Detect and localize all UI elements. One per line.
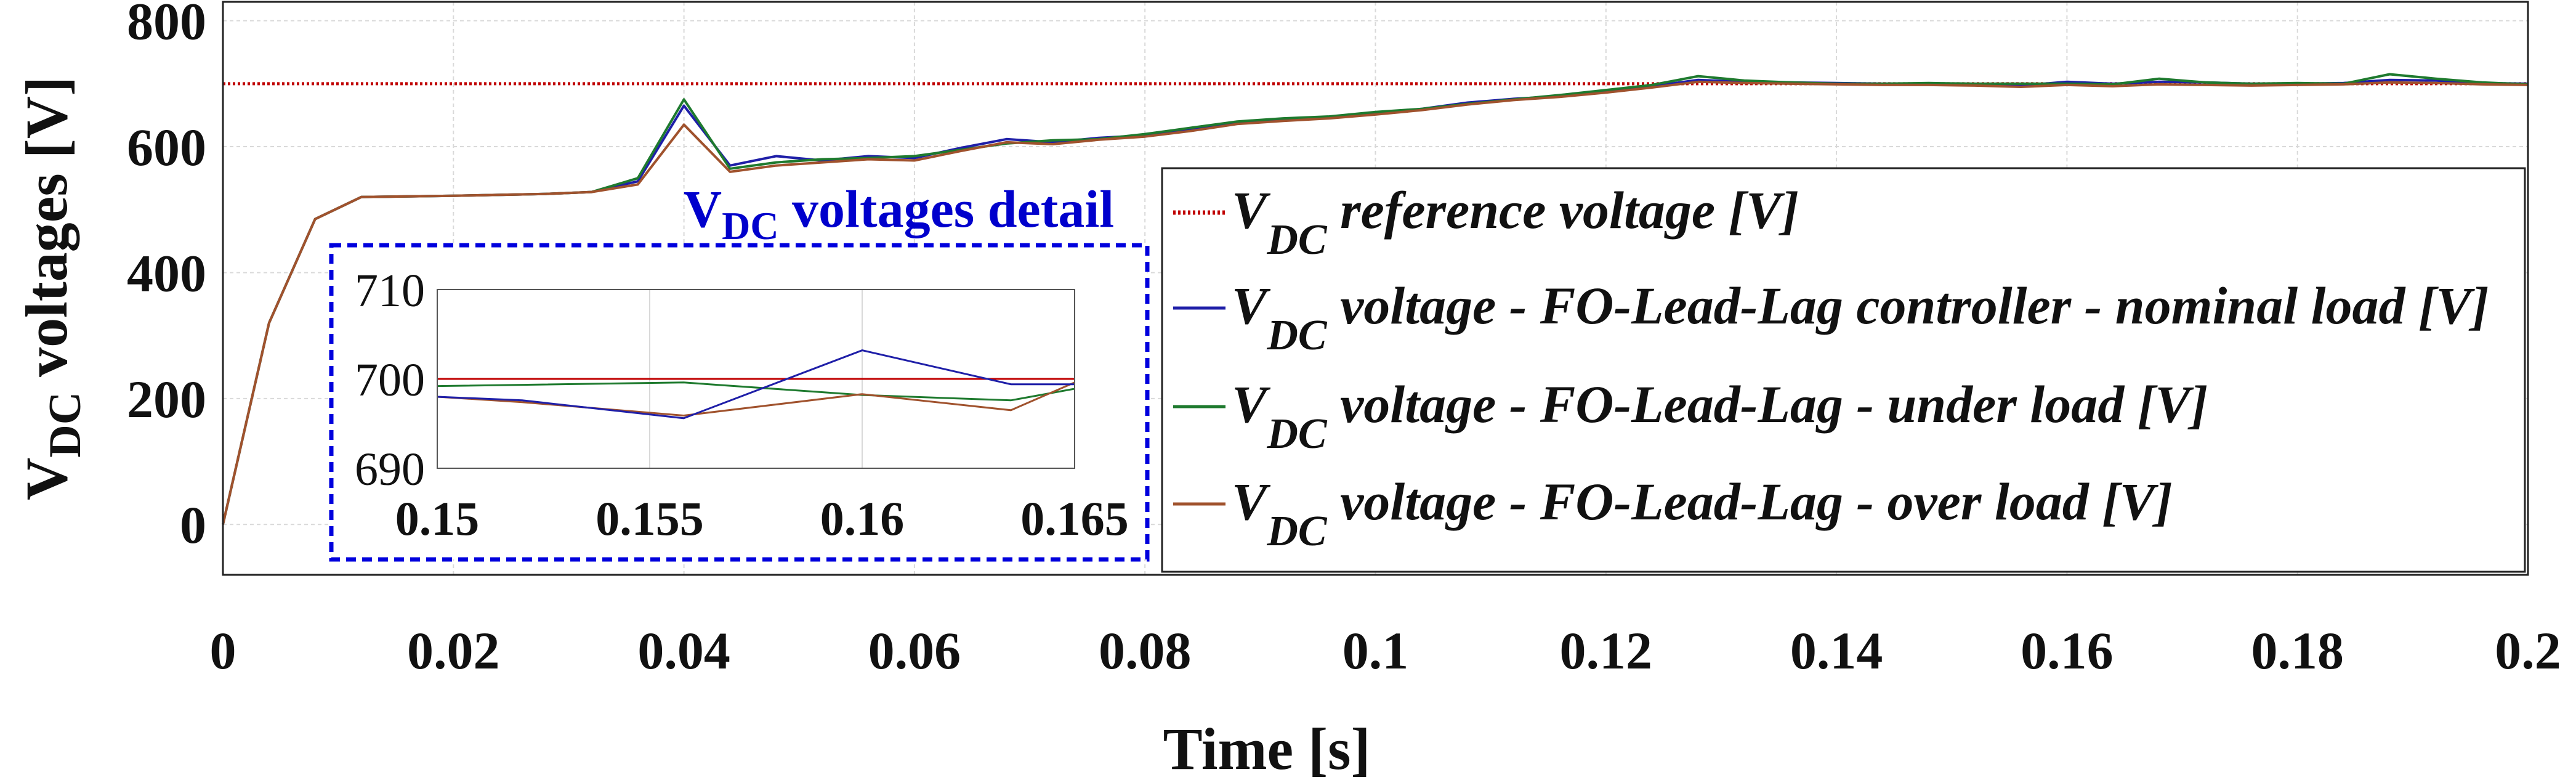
x-tick-label: 0.08 — [1099, 621, 1192, 680]
y-tick-label: 200 — [127, 370, 206, 429]
main-tick-labels: 0 0.02 0.04 0.06 0.08 0.1 0.12 0.14 0.16 0.18 0.2 0… — [127, 0, 2561, 680]
legend-entry-text: voltage - FO-Lead-Lag - under load [V] — [1327, 375, 2208, 434]
x-tick-label: 0.2 — [2495, 621, 2561, 680]
x-tick-label: 0 — [210, 621, 236, 680]
legend-entry-sub: DC — [1266, 312, 1328, 359]
x-tick-label: 0.16 — [2021, 621, 2114, 680]
y-tick-label: 600 — [127, 118, 206, 177]
y-tick-label: 0 — [180, 495, 206, 555]
inset-tick-labels: 0.15 0.155 0.16 0.165 690 700 710 — [355, 265, 1129, 545]
inset-x-tick-label: 0.16 — [820, 492, 905, 545]
main-plot-frame — [222, 1, 2529, 576]
y-axis-label: VDC voltages [V] — [14, 76, 91, 500]
inset-series-group — [437, 349, 1075, 420]
legend-entry-sub: DC — [1266, 508, 1328, 555]
x-tick-label: 0.06 — [868, 621, 961, 680]
legend-box — [1161, 167, 2526, 573]
x-axis-label: Time [s] — [1163, 716, 1371, 780]
inset-y-tick-label: 690 — [355, 444, 425, 495]
inset-title-sub: DC — [722, 204, 778, 248]
y-axis-label-main: V — [14, 458, 79, 500]
inset-title: VDC voltages detail — [684, 179, 1114, 248]
x-tick-label: 0.18 — [2251, 621, 2344, 680]
legend-entry-nominal: VDC voltage - FO-Lead-Lag controller - n… — [1232, 276, 2489, 359]
legend-entry-sub: DC — [1266, 216, 1328, 264]
legend: VDC reference voltage [V]VDC voltage - F… — [1173, 181, 2489, 555]
y-tick-label: 400 — [127, 243, 206, 303]
inset-y-tick-label: 700 — [355, 354, 425, 406]
legend-entry-symbol: V — [1232, 181, 1271, 240]
inset-x-tick-label: 0.165 — [1020, 492, 1129, 545]
inset-x-tick-label: 0.15 — [395, 492, 480, 545]
inset-series-line-nominal — [437, 349, 1075, 420]
legend-entry-under: VDC voltage - FO-Lead-Lag - under load [… — [1232, 375, 2208, 458]
inset-y-tick-label: 710 — [355, 265, 425, 317]
legend-entry-over: VDC voltage - FO-Lead-Lag - over load [V… — [1232, 472, 2173, 555]
x-tick-label: 0.14 — [1790, 621, 1883, 680]
series-line-over — [222, 80, 2529, 525]
series-line-under — [222, 73, 2529, 525]
inset-frame — [329, 243, 1150, 562]
inset-x-tick-label: 0.155 — [596, 492, 704, 545]
inset-plot-frame — [437, 289, 1075, 469]
legend-entry-symbol: V — [1232, 276, 1271, 335]
legend-entry-text: voltage - FO-Lead-Lag - over load [V] — [1327, 472, 2173, 531]
inset-title-rest: voltages detail — [779, 179, 1115, 238]
y-axis-label-sub: DC — [40, 392, 91, 458]
legend-entry-text: reference voltage [V] — [1327, 181, 1799, 240]
legend-entry-symbol: V — [1232, 472, 1271, 531]
inset-title-main: V — [684, 179, 722, 238]
y-axis-label-rest: voltages [V] — [14, 76, 79, 392]
legend-entry-text: voltage - FO-Lead-Lag controller - nomin… — [1327, 276, 2489, 335]
legend-entry-symbol: V — [1232, 375, 1271, 434]
x-tick-label: 0.12 — [1560, 621, 1653, 680]
legend-entry-reference: VDC reference voltage [V] — [1232, 181, 1799, 264]
x-tick-label: 0.04 — [637, 621, 730, 680]
x-tick-label: 0.1 — [1343, 621, 1409, 680]
y-tick-label: 800 — [127, 0, 206, 51]
x-tick-label: 0.02 — [407, 621, 500, 680]
main-series-group — [222, 73, 2529, 525]
inset-series-line-over — [437, 381, 1075, 417]
legend-entry-sub: DC — [1266, 410, 1328, 458]
